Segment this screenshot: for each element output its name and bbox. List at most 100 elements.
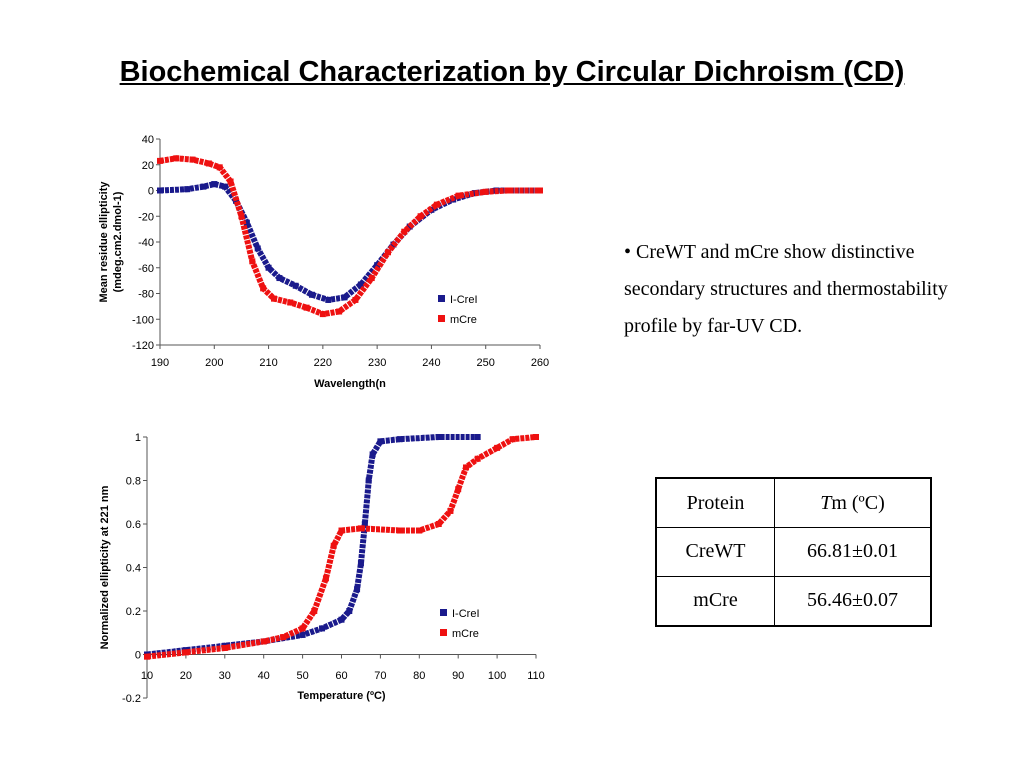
slide-title: Biochemical Characterization by Circular… — [119, 56, 905, 88]
data-point-mCre — [455, 486, 462, 493]
data-point-mCre — [205, 160, 212, 167]
data-point-mCre — [368, 275, 375, 282]
data-point-mCre — [504, 187, 511, 194]
series-line-I-CreI — [158, 181, 542, 303]
y-tick-label: 0.4 — [126, 563, 141, 575]
y-tick-label: -0.2 — [122, 693, 141, 705]
thermal-melt-chart: 1 0.8 0.6 0.4 0.2 0 -0.2 10 20 30 40 50 60 70 80 90 100 1… — [90, 425, 560, 715]
data-point-I-CreI — [338, 616, 345, 623]
y-tick-label: 40 — [142, 134, 154, 146]
data-point-I-CreI — [374, 262, 381, 269]
data-point-mCre — [227, 178, 234, 185]
x-tick-label: 60 — [335, 670, 347, 682]
y-tick-label: -60 — [138, 263, 154, 275]
tm-cell: 66.81±0.01 — [774, 527, 932, 577]
data-point-mCre — [357, 525, 364, 532]
data-point-I-CreI — [276, 275, 283, 282]
table-row: mCre 56.46±0.07 — [655, 575, 932, 627]
series-line-I-CreI — [145, 434, 480, 658]
data-point-I-CreI — [396, 436, 403, 443]
data-point-I-CreI — [243, 219, 250, 226]
y-tick-label: 20 — [142, 160, 154, 172]
data-point-mCre — [401, 228, 408, 235]
data-point-mCre — [455, 192, 462, 199]
tm-cell: 56.46±0.07 — [774, 575, 932, 627]
x-tick-label: 210 — [259, 357, 277, 369]
data-point-I-CreI — [233, 197, 239, 204]
y-axis-title: Normalized ellipticity at 221 nm — [99, 485, 111, 649]
y-tick-label: 0 — [148, 186, 154, 198]
series-line-mCre — [145, 434, 538, 660]
data-point-mCre — [303, 304, 310, 311]
data-point-I-CreI — [319, 625, 326, 632]
table-header-row: Protein Tm (ºC) — [655, 477, 932, 529]
data-point-mCre — [433, 201, 440, 208]
data-point-I-CreI — [299, 631, 306, 638]
data-point-mCre — [238, 213, 245, 220]
x-tick-label: 260 — [531, 357, 549, 369]
legend-label-I-CreI: I-CreI — [450, 294, 478, 306]
x-tick-label: 70 — [374, 670, 386, 682]
data-point-I-CreI — [254, 245, 261, 252]
data-point-mCre — [280, 634, 287, 641]
legend-marker-I-CreI — [440, 609, 447, 616]
data-point-I-CreI — [184, 186, 191, 193]
y-tick-label: -100 — [132, 314, 154, 326]
protein-cell: mCre — [655, 575, 775, 627]
data-point-I-CreI — [357, 281, 364, 288]
data-point-mCre — [287, 299, 294, 306]
data-point-mCre — [338, 527, 345, 534]
data-point-mCre — [474, 455, 481, 462]
header-tm-italic: T — [820, 491, 832, 514]
data-point-I-CreI — [377, 438, 384, 445]
legend-label-mCre: mCre — [452, 628, 479, 640]
data-point-mCre — [385, 249, 391, 256]
data-point-mCre — [336, 308, 343, 315]
data-point-mCre — [494, 444, 501, 451]
x-tick-label: 110 — [527, 670, 545, 682]
series-line-mCre — [158, 155, 542, 318]
data-point-mCre — [396, 527, 403, 534]
data-point-mCre — [330, 542, 337, 549]
x-tick-label: 250 — [477, 357, 495, 369]
data-point-mCre — [417, 213, 424, 220]
header-tm: Tm (ºC) — [774, 477, 932, 529]
data-point-mCre — [435, 521, 442, 527]
data-point-mCre — [509, 436, 516, 443]
x-tick-label: 200 — [205, 357, 223, 369]
x-tick-label: 10 — [141, 670, 153, 682]
x-tick-label: 20 — [180, 670, 192, 682]
data-point-I-CreI — [325, 296, 332, 303]
data-point-mCre — [311, 608, 318, 614]
summary-bullet: • CreWT and mCre show distinctive second… — [624, 241, 948, 337]
data-point-mCre — [352, 296, 359, 303]
y-tick-label: -20 — [138, 211, 154, 223]
data-point-mCre — [482, 188, 489, 195]
data-point-mCre — [189, 156, 196, 163]
data-point-I-CreI — [265, 264, 272, 271]
y-tick-label: -40 — [138, 237, 154, 249]
x-tick-label: 220 — [314, 357, 332, 369]
data-point-I-CreI — [346, 608, 353, 614]
x-axis-title: Wavelength(n — [314, 378, 386, 390]
y-tick-label: 0.2 — [126, 606, 141, 618]
thermal-melt-svg: 1 0.8 0.6 0.4 0.2 0 -0.210 20 30 40 50 60 70 80 90 100 1… — [99, 432, 545, 705]
x-axis-title: Temperature (ºC) — [297, 690, 385, 702]
x-tick-label: 190 — [151, 357, 169, 369]
x-tick-label: 50 — [296, 670, 308, 682]
data-point-mCre — [216, 164, 223, 171]
data-point-mCre — [322, 575, 329, 582]
data-point-mCre — [260, 285, 267, 292]
data-point-I-CreI — [357, 560, 364, 567]
data-point-I-CreI — [341, 294, 348, 301]
header-protein: Protein — [655, 477, 775, 529]
data-point-mCre — [221, 644, 228, 651]
y-tick-label: 0.6 — [126, 519, 141, 531]
data-point-mCre — [537, 187, 543, 194]
x-tick-label: 240 — [422, 357, 440, 369]
data-point-mCre — [249, 258, 256, 265]
data-point-mCre — [447, 507, 454, 514]
data-point-I-CreI — [309, 291, 315, 298]
y-tick-label: -80 — [138, 289, 154, 301]
